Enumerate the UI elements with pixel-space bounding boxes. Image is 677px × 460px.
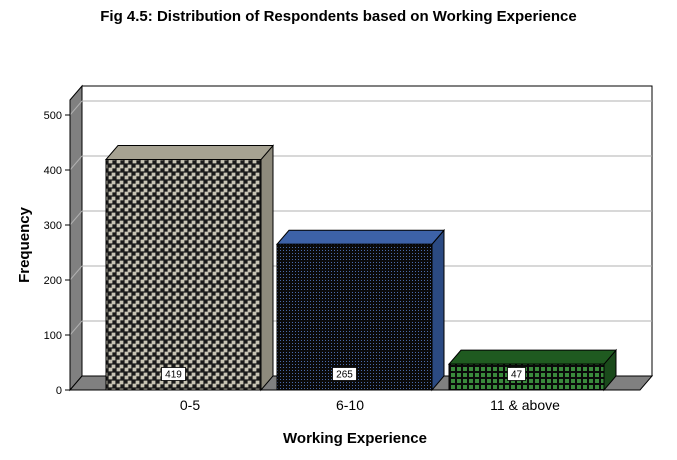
bar-top-1 (275, 229, 446, 245)
y-tick-label-300: 300 (44, 220, 62, 232)
x-axis-title: Working Experience (283, 430, 427, 447)
x-tick-label-0: 0-5 (180, 397, 200, 413)
x-tick-label-1: 6-10 (336, 397, 364, 413)
data-label-box-1 (332, 367, 357, 381)
bar-front-1 (276, 243, 433, 391)
gridline-wall-100 (69, 320, 83, 336)
gridline-wall-500 (69, 100, 83, 116)
y-tick-label-400: 400 (44, 165, 62, 177)
gridline-wall-200 (69, 265, 83, 281)
y-axis-ticks: 0 100 200 300 400 500 (44, 110, 70, 397)
y-tick-label-0: 0 (56, 385, 62, 397)
bar-front-0 (105, 159, 262, 391)
data-label-0: 419 (165, 370, 182, 381)
left-wall (69, 84, 83, 392)
x-axis-labels: 0-5 6-10 11 & above (180, 397, 560, 413)
data-label-2: 47 (511, 370, 523, 381)
y-axis-title: Frequency (16, 206, 33, 283)
y-tick-label-200: 200 (44, 275, 62, 287)
data-label-box-2 (507, 367, 526, 381)
bars: 419 265 47 (104, 144, 618, 392)
bar-0: 419 (104, 144, 275, 392)
bar-side-0 (260, 144, 274, 392)
y-tick-label-100: 100 (44, 330, 62, 342)
data-label-box-0 (161, 367, 186, 381)
gridline-wall-400 (69, 155, 83, 171)
bar-front-2 (448, 363, 605, 391)
x-tick-label-2: 11 & above (490, 397, 560, 413)
bar-top-0 (104, 145, 275, 161)
data-label-1: 265 (336, 370, 353, 381)
y-tick-label-500: 500 (44, 110, 62, 122)
gridline-wall-300 (69, 210, 83, 226)
bar-1: 265 (275, 228, 446, 392)
chart-title: Fig 4.5: Distribution of Respondents bas… (100, 8, 577, 25)
bar-side-1 (431, 228, 445, 392)
bar-top-2 (447, 349, 618, 365)
bar-2: 47 (447, 348, 618, 392)
